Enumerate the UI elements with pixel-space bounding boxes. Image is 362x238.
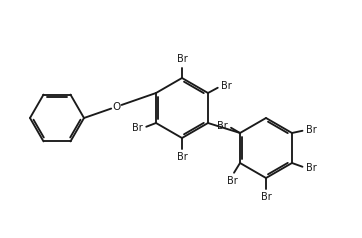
Text: Br: Br (217, 121, 228, 131)
Text: Br: Br (177, 54, 188, 64)
Text: O: O (112, 102, 121, 112)
Text: Br: Br (306, 163, 317, 173)
Text: Br: Br (221, 81, 232, 91)
Text: Br: Br (306, 125, 317, 135)
Text: Br: Br (227, 176, 237, 186)
Text: Br: Br (132, 123, 143, 133)
Text: Br: Br (261, 192, 272, 202)
Text: Br: Br (177, 152, 188, 162)
